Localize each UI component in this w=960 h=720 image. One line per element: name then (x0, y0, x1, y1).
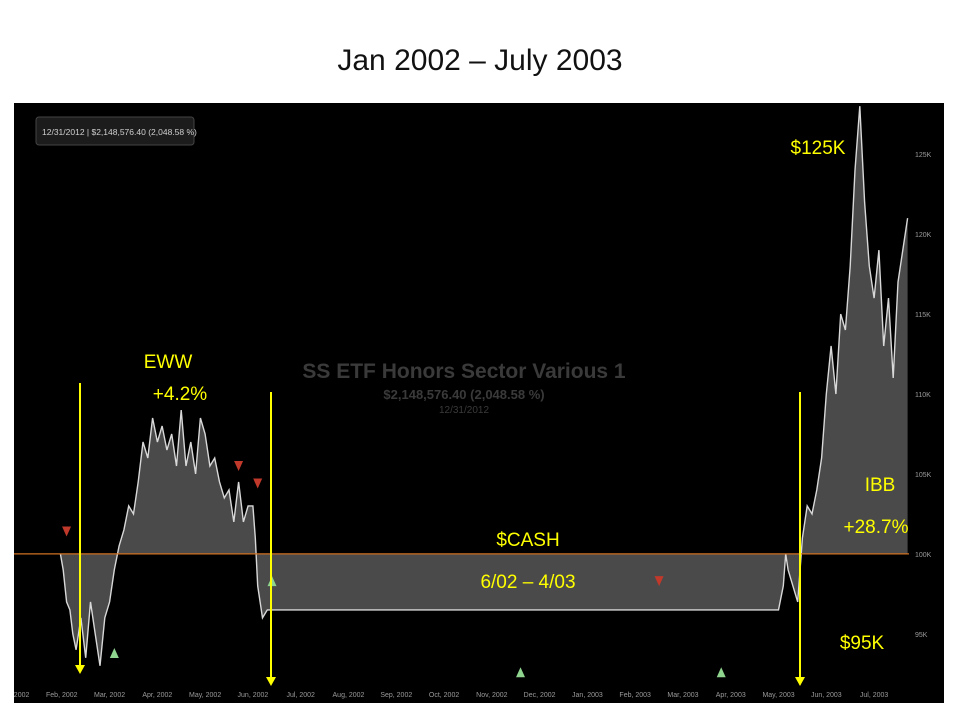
watermark-title: SS ETF Honors Sector Various 1 (302, 360, 626, 383)
ibb-ticker-label: IBB (865, 475, 896, 497)
x-tick-label: Jan, 2002 (14, 692, 29, 699)
x-tick-label: Apr, 2003 (716, 692, 746, 699)
x-tick-label: Nov, 2002 (476, 692, 507, 699)
x-tick-label: Jun, 2003 (811, 692, 842, 699)
y-tick-label: 115K (915, 312, 931, 319)
y-tick-label: 120K (915, 232, 932, 239)
y-tick-label: 95K (915, 632, 928, 639)
watermark-date: 12/31/2012 (439, 405, 489, 416)
x-tick-label: Aug, 2002 (333, 692, 365, 699)
watermark-value: $2,148,576.40 (2,048.58 %) (383, 387, 544, 402)
x-tick-label: Sep, 2002 (380, 692, 412, 699)
x-tick-label: Dec, 2002 (524, 692, 556, 699)
x-tick-label: Mar, 2002 (94, 692, 125, 699)
x-tick-label: Apr, 2002 (142, 692, 172, 699)
x-tick-label: Mar, 2003 (667, 692, 698, 699)
x-tick-label: May, 2003 (762, 692, 794, 699)
peak-value-label: $125K (791, 138, 846, 160)
x-tick-label: Jul, 2003 (860, 692, 889, 699)
trough-value-label: $95K (840, 633, 884, 655)
x-tick-label: May, 2002 (189, 692, 221, 699)
x-tick-label: Feb, 2003 (619, 692, 651, 699)
x-tick-label: Jul, 2002 (286, 692, 315, 699)
y-tick-label: 125K (915, 152, 932, 159)
cash-label: $CASH (496, 530, 559, 552)
slide-title: Jan 2002 – July 2003 (0, 44, 960, 78)
x-tick-label: Oct, 2002 (429, 692, 459, 699)
y-tick-label: 110K (915, 392, 931, 399)
ibb-return-label: +28.7% (844, 517, 909, 539)
cash-period-label: 6/02 – 4/03 (480, 572, 575, 594)
eww-ticker-label: EWW (144, 352, 193, 374)
x-tick-label: Jan, 2003 (572, 692, 603, 699)
x-tick-label: Feb, 2002 (46, 692, 78, 699)
eww-return-label: +4.2% (153, 384, 207, 406)
info-box-text: 12/31/2012 | $2,148,576.40 (2,048.58 %) (42, 127, 197, 137)
x-tick-label: Jun, 2002 (238, 692, 269, 699)
y-tick-label: 100K (915, 552, 932, 559)
y-tick-label: 105K (915, 472, 932, 479)
